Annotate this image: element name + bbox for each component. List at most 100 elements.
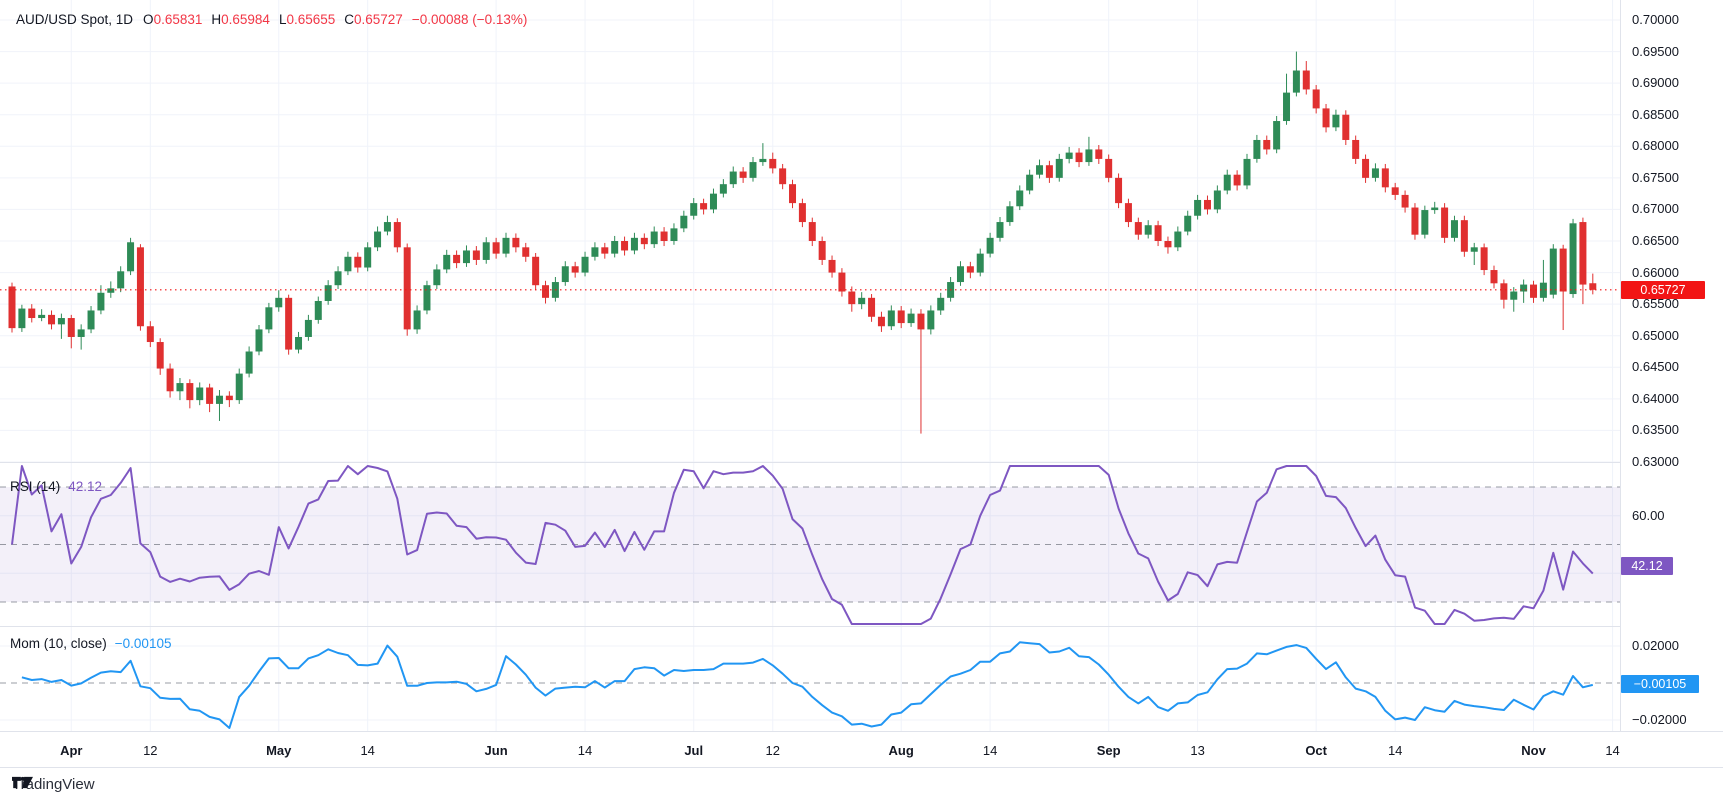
candle-body: [1213, 190, 1221, 210]
time-tick-14[interactable]: 14: [1605, 743, 1620, 758]
price-tick-label[interactable]: 0.63000: [1632, 454, 1679, 469]
ohlc-key: O: [143, 12, 154, 27]
candle-body: [453, 254, 461, 264]
candle-body: [927, 310, 935, 330]
candle-body: [1579, 222, 1587, 285]
candle-body: [127, 242, 135, 272]
rsi-label[interactable]: RSI (14): [10, 479, 61, 494]
price-tick-label[interactable]: 0.63500: [1632, 422, 1679, 438]
time-tick-14[interactable]: 14: [982, 743, 998, 758]
candle-body: [1312, 89, 1320, 109]
last-price-badge: 0.65727: [1621, 281, 1705, 299]
momentum-label[interactable]: Mom (10, close): [10, 636, 107, 651]
time-tick-jul[interactable]: Jul: [684, 743, 704, 758]
footer-bar: TradingView: [0, 767, 1723, 803]
time-tick-oct[interactable]: Oct: [1305, 743, 1327, 758]
candle-body: [1085, 149, 1093, 163]
time-axis[interactable]: Apr 12 May 14 Jun 14 Jul 12 Aug 14 Sep 13 Oct 14 Nov 14: [0, 731, 1723, 768]
price-tick-label[interactable]: 0.68000: [1632, 138, 1679, 154]
price-tick-label[interactable]: 0.66500: [1632, 233, 1679, 248]
candle-body: [1569, 223, 1577, 295]
candle-body: [1174, 231, 1182, 248]
time-tick-13[interactable]: 13: [1190, 743, 1205, 758]
time-tick-14[interactable]: 14: [1387, 743, 1403, 758]
candle-body: [621, 241, 629, 251]
price-tick-label[interactable]: 0.70000: [1632, 12, 1679, 27]
price-tick-label[interactable]: 0.65500: [1632, 296, 1679, 312]
pane-separator[interactable]: [0, 462, 1723, 463]
candle-body: [8, 286, 16, 329]
symbol-title[interactable]: AUD/USD Spot, 1D: [16, 12, 134, 27]
price-tick-label[interactable]: 0.64500: [1632, 359, 1679, 375]
candle-body: [522, 247, 530, 257]
candle-body: [996, 222, 1004, 238]
price-tick-label[interactable]: 0.68500: [1632, 106, 1679, 122]
tradingview-brand-link[interactable]: TradingView: [12, 776, 95, 793]
candle-body: [779, 168, 787, 185]
candle-body: [719, 184, 727, 194]
candle-body: [364, 247, 372, 268]
candle-body: [235, 373, 243, 401]
time-tick-12[interactable]: 12: [765, 743, 780, 758]
candle-body: [1589, 283, 1597, 290]
momentum-tick-label[interactable]: −0.02000: [1632, 712, 1687, 727]
main-price-pane[interactable]: [0, 0, 1620, 463]
time-tick-12[interactable]: 12: [143, 743, 158, 758]
ohlc-key: H: [211, 12, 222, 27]
ohlc-value: 0.65984: [221, 12, 270, 27]
candle-body: [1421, 210, 1429, 235]
candle-body: [314, 300, 322, 320]
rsi-value: 42.12: [68, 479, 103, 494]
price-tick-label[interactable]: 0.67500: [1632, 169, 1679, 185]
candle-body: [1441, 207, 1449, 238]
candle-body: [512, 237, 520, 248]
rsi-tick-label[interactable]: 60.00: [1632, 507, 1665, 523]
candle-body: [374, 231, 382, 248]
price-tick-label[interactable]: 0.66000: [1632, 264, 1679, 280]
candle-body: [838, 272, 846, 292]
pane-separator[interactable]: [0, 626, 1723, 627]
price-tick-label[interactable]: 0.69500: [1632, 43, 1679, 59]
time-tick-14[interactable]: 14: [577, 743, 593, 758]
candle-body: [1381, 168, 1389, 188]
tradingview-logo-icon: [12, 776, 33, 789]
candle-body: [245, 351, 253, 374]
rsi-pane[interactable]: [0, 463, 1620, 627]
candle-body: [136, 247, 144, 327]
candle-body: [1055, 158, 1063, 178]
candle-body: [433, 269, 441, 286]
candle-body: [848, 291, 856, 305]
price-tick-label[interactable]: 0.65000: [1632, 327, 1679, 343]
candle-body: [887, 310, 895, 327]
time-tick-14[interactable]: 14: [360, 743, 375, 758]
candle-body: [1292, 70, 1300, 93]
candle-body: [1273, 121, 1281, 150]
candle-body: [1006, 206, 1014, 223]
price-tick-label[interactable]: 0.64000: [1632, 390, 1679, 406]
time-tick-jun[interactable]: Jun: [484, 743, 508, 758]
candle-body: [1302, 70, 1310, 90]
time-tick-nov[interactable]: Nov: [1521, 743, 1546, 758]
time-tick-apr[interactable]: Apr: [60, 743, 83, 758]
candle-body: [709, 193, 717, 210]
price-axis[interactable]: [1620, 0, 1723, 731]
candle-body: [1075, 152, 1083, 163]
time-tick-aug[interactable]: Aug: [888, 743, 914, 758]
candle-body: [1144, 225, 1152, 235]
time-tick-sep[interactable]: Sep: [1096, 743, 1121, 758]
price-tick-label[interactable]: 0.67000: [1632, 201, 1679, 217]
candle-body: [176, 383, 184, 392]
candle-body: [976, 253, 984, 273]
candle-body: [1470, 247, 1478, 252]
candle-body: [1362, 158, 1370, 178]
candle-body: [808, 222, 816, 241]
time-tick-may[interactable]: May: [266, 743, 292, 758]
candle-body: [542, 285, 550, 298]
candle-body: [1124, 203, 1132, 223]
price-tick-label[interactable]: 0.69000: [1632, 75, 1679, 91]
momentum-tick-label[interactable]: 0.02000: [1632, 638, 1679, 653]
candle-body: [650, 231, 658, 245]
candle-body: [1065, 152, 1073, 159]
candle-body: [1243, 158, 1251, 186]
momentum-pane[interactable]: [0, 627, 1620, 731]
